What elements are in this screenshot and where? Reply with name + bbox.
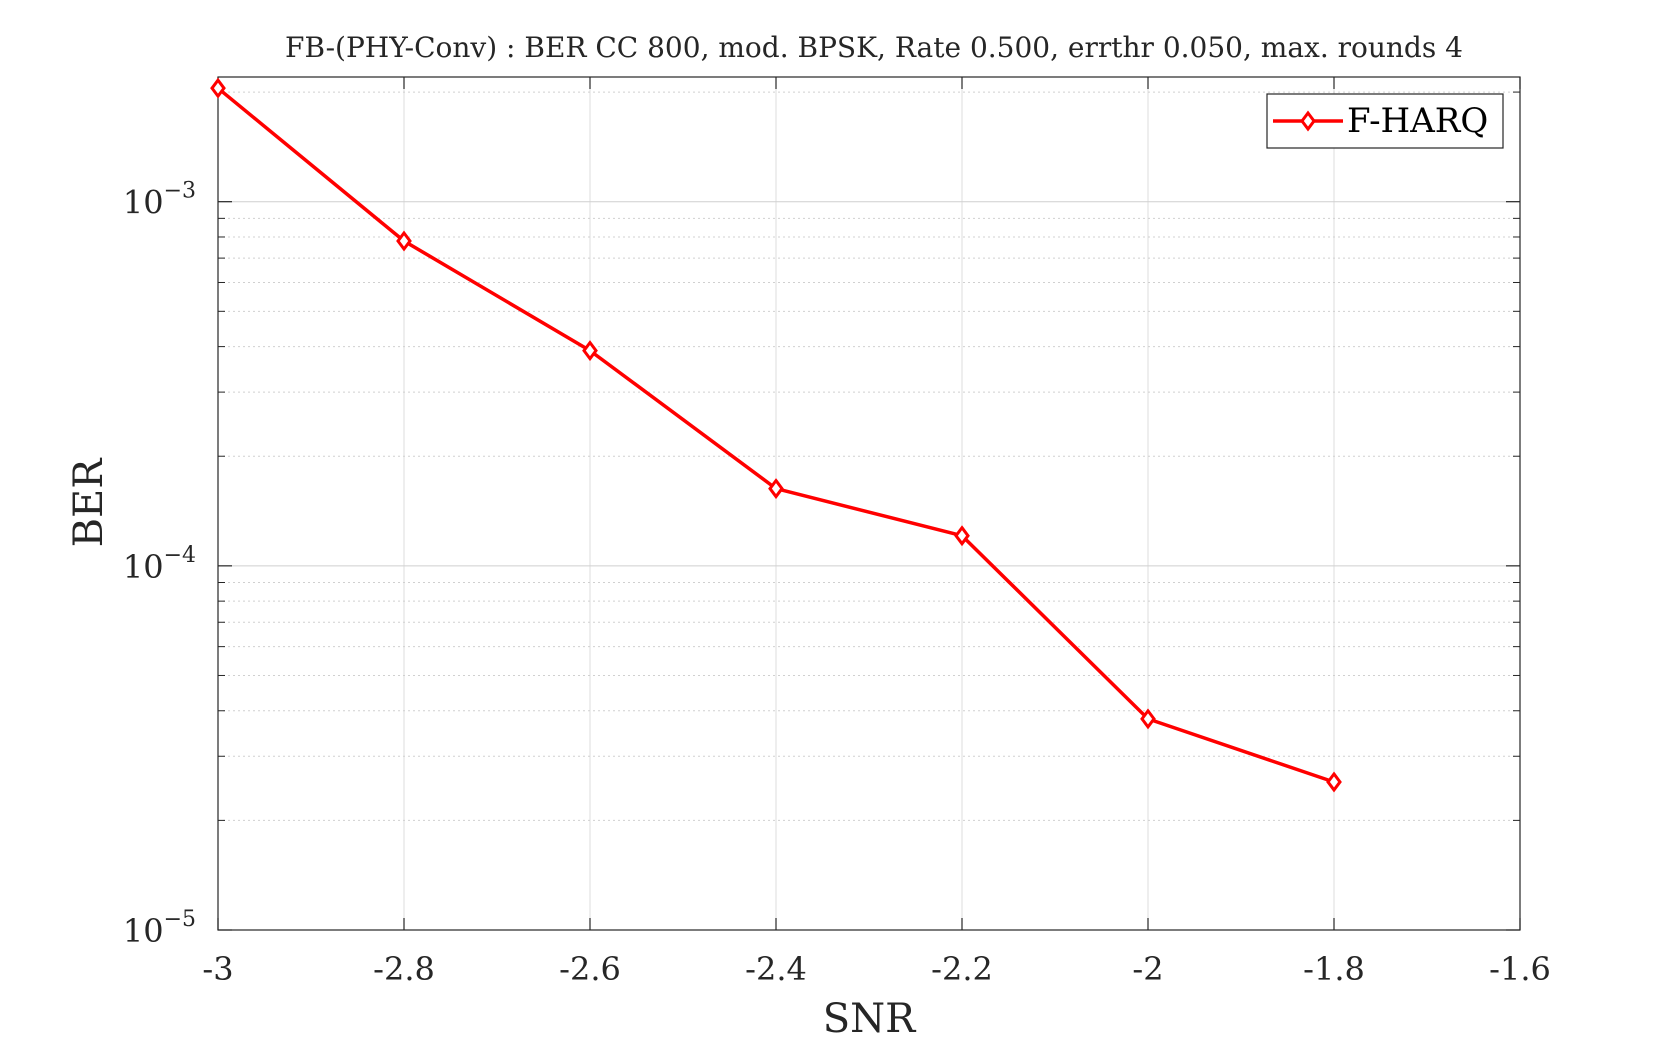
- y-axis-label: BER: [66, 457, 112, 548]
- data-point-marker: [396, 230, 412, 252]
- grid: [218, 77, 1520, 930]
- x-tick-label: -1.6: [1489, 950, 1551, 988]
- y-tick-label: 10−3: [123, 179, 196, 222]
- data-point-marker: [582, 340, 598, 362]
- x-axis-label: SNR: [823, 996, 917, 1042]
- legend-marker-f-harq: [1300, 110, 1316, 132]
- x-tick-labels: -3 -2.8 -2.6 -2.4 -2.2 -2 -1.8 -1.6: [202, 950, 1550, 988]
- x-tick-label: -2: [1132, 950, 1163, 988]
- x-tick-label: -2.6: [559, 950, 621, 988]
- x-tick-label: -1.8: [1303, 950, 1365, 988]
- data-point-marker: [1140, 708, 1156, 730]
- x-tick-label: -2.8: [373, 950, 435, 988]
- plot-area: [217, 76, 1521, 931]
- x-tick-label: -2.2: [931, 950, 993, 988]
- chart-title: FB-(PHY-Conv) : BER CC 800, mod. BPSK, R…: [285, 31, 1463, 64]
- x-tick-label: -2.4: [745, 950, 807, 988]
- y-tick-label: 10−5: [123, 907, 196, 950]
- data-point-marker: [768, 478, 784, 500]
- legend: F-HARQ: [1266, 93, 1504, 149]
- data-point-marker: [954, 525, 970, 547]
- legend-label-f-harq: F-HARQ: [1347, 101, 1488, 141]
- data-point-marker: [1326, 771, 1342, 793]
- series-layer: [210, 77, 1342, 793]
- axis-ticks: [217, 77, 1521, 931]
- data-point-marker: [210, 77, 226, 99]
- y-tick-labels: 10−3 10−4 10−5: [123, 179, 196, 950]
- x-tick-label: -3: [202, 950, 233, 988]
- y-tick-label: 10−4: [123, 543, 196, 586]
